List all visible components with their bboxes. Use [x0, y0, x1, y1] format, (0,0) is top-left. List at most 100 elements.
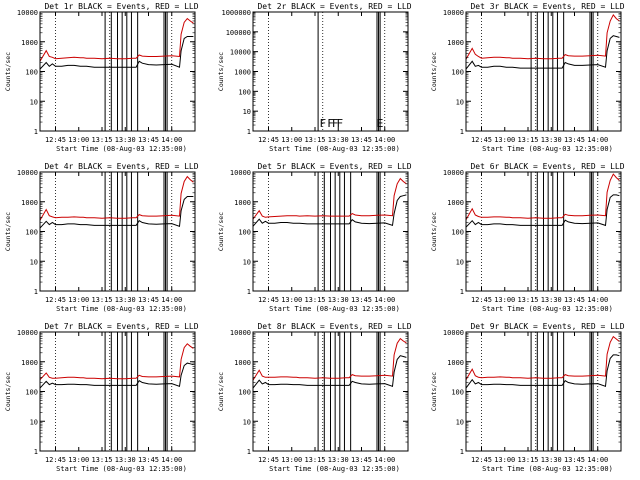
chart-title: Det 6r BLACK = Events, RED = LLD [470, 162, 624, 171]
x-tick-label: 12:45 [45, 136, 66, 144]
x-tick-label: 13:15 [517, 296, 538, 304]
series-line-events [465, 354, 620, 389]
series-line-events [465, 35, 620, 70]
chart-panel-det5: Det 5r BLACK = Events, RED = LLD 1 10 100 10… [217, 162, 412, 313]
y-tick-label: 10000 [230, 49, 251, 57]
x-axis-label: Start Time (08-Aug-03 12:35:00) [56, 465, 187, 473]
x-tick-label: 13:00 [494, 296, 515, 304]
x-tick-label: 13:15 [304, 296, 325, 304]
y-tick-label: 10 [243, 108, 251, 116]
chart-title: Det 3r BLACK = Events, RED = LLD [470, 2, 624, 11]
x-tick-label: 13:30 [541, 296, 562, 304]
series-line-events [39, 362, 194, 389]
x-axis-label: Start Time (08-Aug-03 12:35:00) [482, 145, 613, 153]
x-tick-label: 13:30 [541, 456, 562, 464]
series-line-events [465, 194, 620, 228]
x-axis-label: Start Time (08-Aug-03 12:35:00) [269, 305, 400, 313]
y-tick-label: 10 [456, 98, 464, 106]
y-tick-label: 1000 [21, 359, 38, 367]
y-tick-label: 10 [30, 98, 38, 106]
x-tick-label: 14:00 [374, 296, 395, 304]
y-tick-label: 1000 [447, 39, 464, 47]
y-tick-label: 10000 [230, 329, 251, 337]
chart-panel-det2: Det 2r BLACK = Events, RED = LLD F FFF E 1 10… [217, 2, 412, 153]
series-line-lld [465, 13, 620, 60]
y-tick-label: 1000 [447, 199, 464, 207]
y-tick-label: 1 [34, 288, 38, 296]
plot-frame [252, 11, 409, 132]
series-line-events [252, 194, 407, 227]
y-tick-label: 1000 [21, 39, 38, 47]
series-line-lld [252, 177, 407, 220]
x-tick-label: 14:00 [161, 456, 182, 464]
x-tick-label: 13:15 [304, 456, 325, 464]
y-axis-label: Counts/sec [430, 52, 438, 91]
x-tick-label: 13:30 [115, 136, 136, 144]
x-tick-label: 13:30 [115, 456, 136, 464]
x-tick-label: 13:30 [541, 136, 562, 144]
x-tick-label: 13:45 [564, 296, 585, 304]
y-tick-label: 1 [34, 128, 38, 136]
series-line-events [39, 36, 194, 70]
series-line-lld [39, 175, 194, 221]
x-tick-label: 14:00 [374, 456, 395, 464]
x-tick-label: 13:45 [564, 136, 585, 144]
chart-title: Det 5r BLACK = Events, RED = LLD [257, 162, 411, 171]
y-tick-label: 1000 [234, 199, 251, 207]
y-tick-label: 100 [238, 88, 251, 96]
y-tick-label: 1 [460, 288, 464, 296]
y-tick-label: 1 [460, 128, 464, 136]
y-tick-label: 1 [247, 128, 251, 136]
x-tick-label: 13:00 [281, 296, 302, 304]
y-axis-label: Counts/sec [217, 52, 225, 91]
y-axis-label: Counts/sec [4, 372, 12, 411]
series-line-lld [39, 343, 194, 381]
chart-title: Det 8r BLACK = Events, RED = LLD [257, 322, 411, 331]
x-tick-label: 13:00 [68, 136, 89, 144]
chart-title: Det 7r BLACK = Events, RED = LLD [44, 322, 198, 331]
x-tick-label: 13:00 [281, 456, 302, 464]
flag-label: E [377, 117, 384, 130]
x-tick-label: 13:00 [494, 136, 515, 144]
y-axis-label: Counts/sec [4, 212, 12, 251]
x-axis-label: Start Time (08-Aug-03 12:35:00) [269, 465, 400, 473]
y-tick-label: 10000 [230, 169, 251, 177]
chart-title: Det 4r BLACK = Events, RED = LLD [44, 162, 198, 171]
x-tick-label: 13:45 [138, 136, 159, 144]
y-tick-label: 1000 [21, 199, 38, 207]
y-tick-label: 10000 [443, 169, 464, 177]
x-tick-label: 13:15 [91, 296, 112, 304]
x-tick-label: 12:45 [258, 296, 279, 304]
x-tick-label: 13:30 [328, 296, 349, 304]
y-axis-label: Counts/sec [217, 212, 225, 251]
y-tick-label: 10 [30, 418, 38, 426]
y-tick-label: 100 [451, 229, 464, 237]
series-line-events [252, 355, 407, 389]
series-line-lld [39, 17, 194, 62]
y-tick-label: 100 [238, 389, 251, 397]
y-tick-label: 100 [451, 389, 464, 397]
chart-title: Det 1r BLACK = Events, RED = LLD [44, 2, 198, 11]
y-tick-label: 1000000 [221, 9, 251, 17]
y-axis-label: Counts/sec [430, 212, 438, 251]
x-axis-label: Start Time (08-Aug-03 12:35:00) [482, 305, 613, 313]
series-line-events [39, 196, 194, 229]
y-axis-label: Counts/sec [4, 52, 12, 91]
x-axis-label: Start Time (08-Aug-03 12:35:00) [56, 145, 187, 153]
y-tick-label: 100000 [226, 29, 251, 37]
x-tick-label: 14:00 [374, 136, 395, 144]
chart-title: Det 2r BLACK = Events, RED = LLD [257, 2, 411, 11]
y-tick-label: 10 [243, 258, 251, 266]
x-tick-label: 12:45 [471, 136, 492, 144]
x-tick-label: 12:45 [471, 456, 492, 464]
series-line-lld [465, 335, 620, 380]
y-tick-label: 100 [25, 69, 38, 77]
series-line-lld [252, 337, 407, 381]
x-tick-label: 13:30 [115, 296, 136, 304]
y-tick-label: 1 [34, 448, 38, 456]
y-tick-label: 10000 [443, 9, 464, 17]
x-tick-label: 13:45 [351, 456, 372, 464]
chart-panel-det4: Det 4r BLACK = Events, RED = LLD 1 10 100 10… [4, 162, 199, 313]
x-tick-label: 14:00 [587, 456, 608, 464]
x-tick-label: 13:15 [517, 136, 538, 144]
